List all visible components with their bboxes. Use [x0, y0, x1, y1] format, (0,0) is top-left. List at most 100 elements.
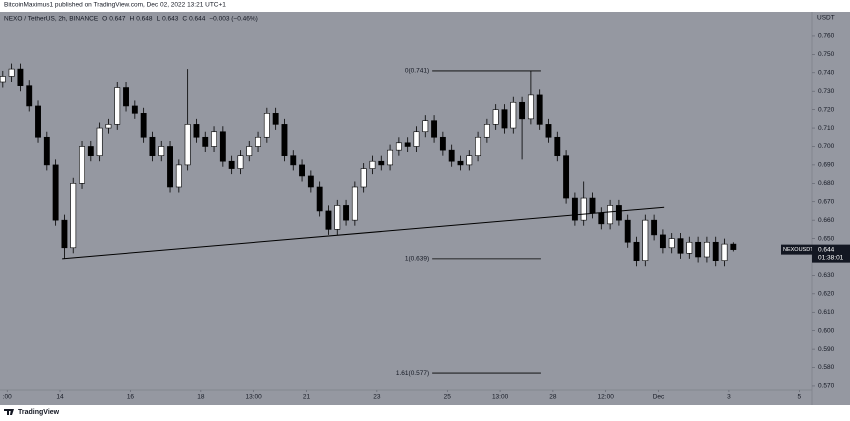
candle-body — [527, 94, 534, 120]
candle-body — [501, 109, 508, 129]
candle-body — [114, 87, 121, 125]
candle-body — [325, 210, 332, 230]
y-tick-label: 0.600 — [818, 327, 835, 334]
candle-body — [677, 238, 684, 254]
candle-body — [404, 142, 411, 147]
candle-body — [519, 101, 526, 120]
legend-symbol: NEXO / TetherUS, 2h, BINANCE — [4, 16, 99, 23]
legend-label: C — [182, 16, 187, 23]
candle-body — [255, 136, 261, 147]
candle-body — [510, 101, 517, 129]
y-unit: USDT — [817, 15, 835, 22]
candle-body — [272, 113, 279, 125]
x-tick-label: 25 — [444, 394, 452, 401]
candle-body — [131, 105, 138, 114]
candle-body — [123, 87, 129, 107]
candle-body — [360, 168, 367, 188]
candle-body — [580, 197, 587, 221]
candle-body — [149, 136, 156, 156]
candle-body — [307, 175, 314, 188]
y-tick-label: 0.750 — [818, 51, 835, 58]
y-tick-label: 0.680 — [818, 180, 835, 187]
candle-body — [721, 243, 728, 261]
y-tick-label: 0.570 — [818, 383, 835, 390]
candle-body — [659, 234, 666, 249]
candle-body — [290, 155, 297, 166]
candle-body — [466, 155, 473, 166]
candle-body — [571, 197, 578, 221]
candle-body — [281, 124, 288, 156]
y-tick-label: 0.660 — [818, 217, 835, 224]
x-tick-label: 5 — [798, 394, 802, 401]
candle-body — [0, 76, 6, 83]
candle-body — [607, 205, 614, 225]
candle-body — [448, 149, 455, 162]
x-tick-label: 28 — [549, 394, 557, 401]
x-tick-label: 13:00 — [492, 394, 509, 401]
logo — [4, 409, 14, 415]
candle-body — [87, 146, 94, 156]
y-tick-label: 0.690 — [818, 162, 835, 169]
candle-body — [175, 164, 182, 188]
candle-body — [439, 136, 446, 151]
y-tick-label: 0.580 — [818, 364, 835, 371]
candle-body — [167, 146, 173, 188]
candle-body — [431, 120, 438, 138]
y-tick-label: 0.740 — [818, 70, 835, 77]
candle-body — [316, 186, 323, 212]
y-tick-label: 0.700 — [818, 143, 835, 150]
countdown-label: 01:38:01 — [818, 254, 844, 261]
candle-body — [158, 146, 165, 156]
header: BitcoinMaximus1 published on TradingView… — [4, 2, 226, 9]
candle-body — [219, 131, 226, 162]
chart-background — [0, 12, 850, 405]
candle-body — [413, 131, 420, 147]
candle-body — [17, 68, 24, 86]
candle-body — [633, 241, 640, 261]
legend-value: 0.643 — [162, 16, 179, 23]
y-tick-label: 0.670 — [818, 198, 835, 205]
symbol-label-box — [781, 244, 812, 255]
y-tick-label: 0.620 — [818, 291, 835, 298]
candle-body — [475, 136, 482, 156]
candle-body — [589, 197, 596, 214]
candle-body — [651, 219, 658, 236]
candle-body — [246, 146, 253, 156]
candle-body — [703, 241, 710, 258]
price-label-box — [812, 244, 850, 263]
x-tick-label: 18 — [197, 394, 205, 401]
candle-body — [624, 219, 631, 243]
legend-label: L — [157, 16, 161, 23]
candle-body — [237, 155, 244, 169]
y-tick-label: 0.760 — [818, 33, 835, 40]
candle-body — [457, 160, 464, 166]
candle-body — [26, 85, 33, 107]
plot — [0, 63, 737, 267]
candle-body — [79, 146, 85, 184]
candle-body — [105, 124, 112, 129]
candle-body — [202, 136, 209, 147]
y-tick-label: 0.610 — [818, 309, 835, 316]
candle-body — [598, 212, 605, 225]
candle-body — [563, 155, 570, 199]
candle-body — [193, 124, 200, 138]
candle-body — [343, 205, 350, 221]
candle-body — [43, 136, 50, 166]
candle-body — [184, 124, 191, 166]
candle-body — [263, 113, 270, 138]
candle-body — [334, 205, 341, 230]
x-tick-label: Dec — [653, 394, 665, 401]
candle-body — [483, 124, 490, 138]
fib-label: 1.61(0.577) — [396, 370, 429, 377]
candle-body — [712, 241, 719, 261]
legend-value: 0.648 — [136, 16, 153, 23]
price-label: 0.644 — [818, 246, 835, 253]
x-tick-label: 14 — [56, 394, 64, 401]
y-tick-label: 0.630 — [818, 272, 835, 279]
legend-change: −0.003 (−0.46%) — [209, 16, 257, 23]
legend-value: 0.644 — [189, 16, 206, 23]
x-tick-label: 13:00 — [246, 394, 263, 401]
x-tick-label: :00 — [3, 394, 12, 401]
y-tick-label: 0.710 — [818, 125, 835, 132]
